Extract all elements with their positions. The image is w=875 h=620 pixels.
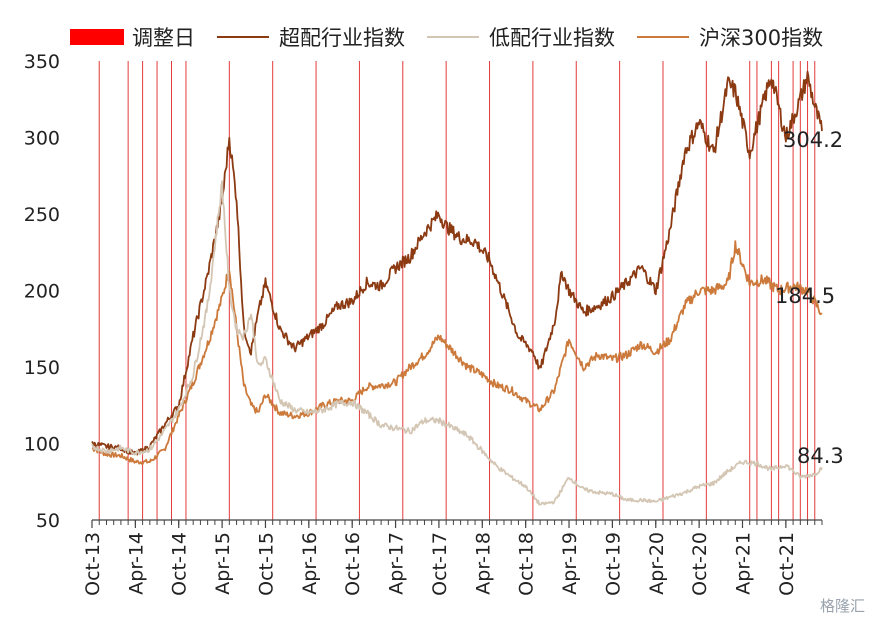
x-tick-label: Apr-19	[559, 532, 581, 595]
legend-swatch	[637, 36, 689, 38]
x-tick-label: Apr-15	[212, 532, 234, 595]
x-tick-label: Apr-20	[646, 532, 668, 595]
y-tick-label: 200	[24, 281, 60, 303]
legend-item-underweight-index: 低配行业指数	[427, 22, 615, 52]
series-lines	[91, 70, 823, 506]
x-tick-label: Oct-14	[169, 532, 191, 596]
legend: 调整日 超配行业指数 低配行业指数 沪深300指数	[70, 22, 845, 52]
end-value-labels: 304.2 184.5 84.3	[775, 128, 844, 468]
x-tick-label: Oct-16	[342, 532, 364, 596]
legend-swatch	[427, 36, 479, 38]
legend-swatch	[70, 29, 124, 45]
x-tick-label: Oct-15	[255, 532, 277, 596]
axes: 50 100 150 200 250 300 350 Oct-13 Apr-14 Oct-14 Ap…	[24, 51, 823, 596]
x-tick-label: Apr-16	[299, 532, 321, 595]
end-value-label: 184.5	[775, 284, 835, 308]
legend-label: 调整日	[132, 26, 195, 50]
x-tick-label: Oct-20	[689, 532, 711, 596]
x-tick-label: Apr-18	[472, 532, 494, 595]
y-tick-label: 50	[36, 510, 60, 532]
end-value-label: 84.3	[797, 444, 844, 468]
x-tick-label: Oct-18	[516, 532, 538, 596]
legend-item-csi300: 沪深300指数	[637, 22, 823, 52]
x-tick-label: Oct-19	[602, 532, 624, 596]
x-tick-label: Oct-17	[429, 532, 451, 596]
watermark: 格隆汇	[819, 597, 865, 615]
legend-item-adjustment-day: 调整日	[70, 22, 195, 52]
y-tick-label: 150	[24, 357, 60, 379]
legend-label: 低配行业指数	[489, 26, 615, 50]
x-tick-label: Oct-13	[82, 532, 104, 596]
y-tick-label: 100	[24, 434, 60, 456]
series-line	[91, 180, 823, 506]
x-tick-label: Oct-21	[776, 532, 798, 596]
y-tick-label: 250	[24, 204, 60, 226]
y-tick-label: 300	[24, 128, 60, 150]
x-tick-label: Apr-14	[125, 532, 147, 595]
series-line	[91, 70, 823, 456]
x-tick-label: Apr-17	[386, 532, 408, 595]
legend-item-overweight-index: 超配行业指数	[217, 22, 405, 52]
legend-swatch	[217, 36, 269, 38]
y-tick-label: 350	[24, 51, 60, 73]
legend-label: 沪深300指数	[699, 26, 824, 50]
legend-label: 超配行业指数	[279, 26, 405, 50]
x-tick-label: Apr-21	[732, 532, 754, 595]
series-line	[91, 240, 823, 466]
end-value-label: 304.2	[783, 128, 843, 152]
